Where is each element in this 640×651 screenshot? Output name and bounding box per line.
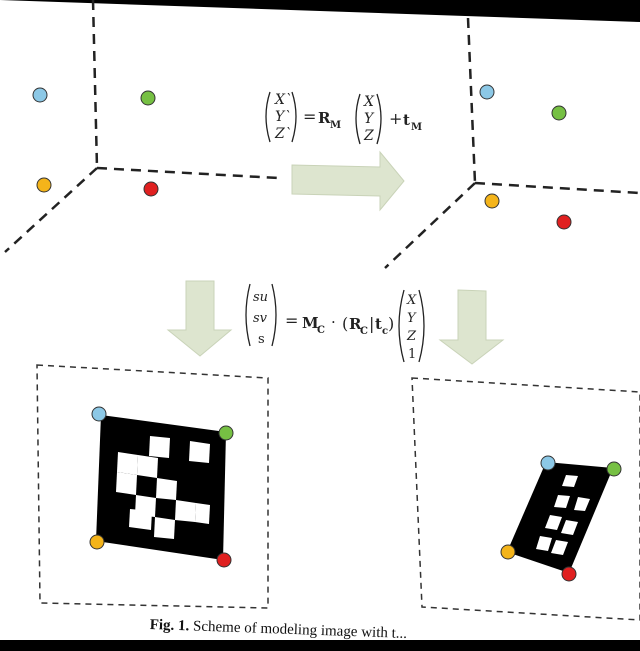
paren-left-2 (398, 289, 405, 363)
rhs-x: X (363, 94, 375, 110)
left-floor-edge (96, 166, 279, 180)
dot-yellow (484, 193, 500, 209)
trans-t: t (375, 315, 382, 333)
rhs-y: Y (407, 311, 417, 326)
paren-close: ) (388, 314, 394, 333)
dot-red (561, 566, 577, 582)
equation-bottom: su sv s = M C · ( R C | t c ) X Y Z 1 (245, 283, 425, 363)
right-diagonal-edge (384, 182, 476, 269)
camera-frame-right (411, 377, 640, 621)
matrix-m-sub: C (317, 325, 325, 336)
dot-yellow (500, 544, 516, 560)
dot-yellow (36, 177, 52, 193)
right-floor-edge (474, 181, 640, 195)
dot-blue (32, 87, 48, 103)
paren-right-2 (376, 93, 382, 145)
marker-cells (536, 475, 590, 555)
paren-right (291, 91, 297, 143)
dot-green (218, 425, 234, 441)
rot-r-sub: C (360, 326, 368, 337)
matrix-m: M (302, 314, 319, 332)
right-scene (384, 17, 640, 269)
matrix-r-sub: M (330, 120, 341, 131)
vector-t: t (403, 111, 410, 129)
projection-arrow-left (166, 280, 233, 357)
lhs-z: Z` (274, 126, 292, 142)
paren-right-2 (418, 289, 425, 363)
paren-left (265, 91, 271, 143)
rhs-one: 1 (408, 347, 416, 362)
dot-red (216, 552, 232, 568)
left-scene (4, 0, 279, 253)
lhs-y: Y` (275, 109, 291, 125)
matrix-r: R (318, 109, 331, 127)
lhs-x: X` (274, 92, 292, 108)
dot-blue (479, 84, 495, 100)
projection-arrow-right (438, 289, 505, 365)
dot-green (140, 90, 156, 106)
paren-open: ( (342, 314, 348, 333)
rhs-z: Z (406, 329, 417, 344)
dot-green (606, 461, 622, 477)
rhs-y: Y (364, 111, 375, 127)
dot-yellow (89, 534, 105, 550)
transform-arrow-right (291, 150, 405, 212)
dot-blue (91, 406, 107, 422)
paren-left (245, 283, 251, 347)
left-vertical-edge (91, 0, 99, 169)
figure-label: Fig. 1. (149, 617, 190, 635)
lhs-s: s (258, 332, 265, 347)
vector-t-sub: M (411, 122, 422, 133)
rhs-z: Z (363, 128, 374, 144)
dot-red (143, 181, 159, 197)
trans-t-sub: c (382, 326, 388, 337)
lhs-su: su (253, 290, 268, 305)
dot-operator: · (331, 313, 336, 331)
equals-sign: = (285, 311, 298, 330)
dot-blue (540, 455, 556, 471)
dot-red (556, 214, 572, 230)
plus-sign: + (389, 109, 402, 128)
equals-sign: = (303, 107, 316, 126)
lhs-sv: sv (253, 311, 268, 326)
paren-left-2 (355, 93, 361, 145)
marker-left (96, 415, 226, 560)
paren-right (271, 283, 277, 347)
camera-frame-left (36, 364, 269, 609)
right-vertical-edge (466, 17, 477, 184)
dot-green (551, 105, 567, 121)
bar-separator: | (369, 314, 374, 333)
equation-top: X` Y` Z` = R M X Y Z + t M (265, 91, 422, 145)
marker-right (507, 462, 613, 573)
rhs-x: X (406, 293, 417, 308)
rot-r: R (349, 315, 362, 333)
left-diagonal-edge (4, 167, 98, 253)
marker-cells (116, 436, 210, 539)
